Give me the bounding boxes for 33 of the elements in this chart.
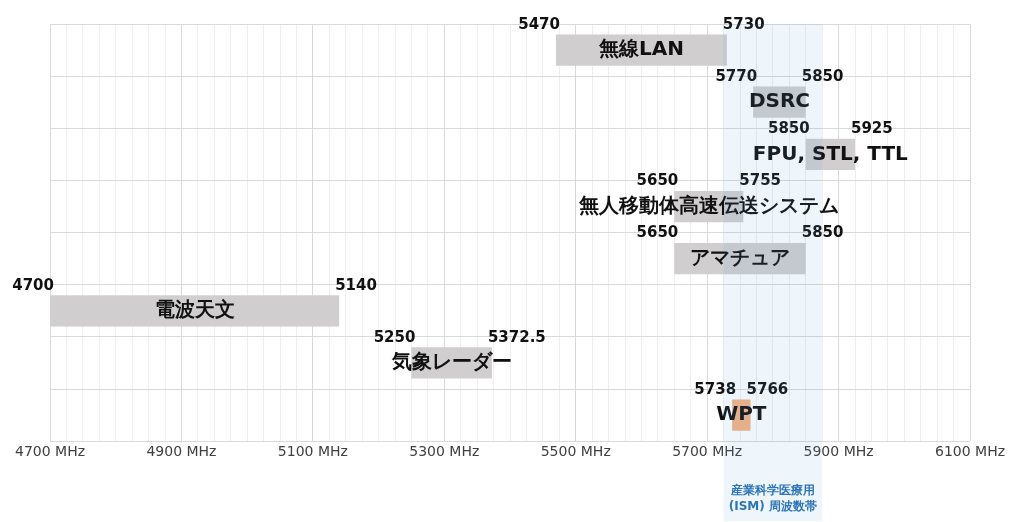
annotation: 5766 — [746, 379, 789, 398]
annotation: 5372.5 — [487, 327, 546, 346]
annotation: 5850 — [801, 223, 844, 242]
x-tick-label: 4900 MHz — [146, 443, 217, 460]
annotation: 5755 — [739, 171, 782, 190]
x-tick-label: 4700 MHz — [14, 443, 86, 460]
annotation: 5140 — [335, 275, 377, 294]
x-tick-label: 5300 MHz — [409, 443, 480, 460]
annotation: 5730 — [722, 14, 765, 33]
annotation: 5470 — [518, 14, 560, 33]
x-tick-label: 5500 MHz — [540, 443, 611, 460]
annotation: 5738 — [694, 379, 737, 398]
y-tick-label: 無線LAN — [597, 36, 684, 61]
band-label: 産業科学医療用 (ISM) 周波数帯 — [728, 483, 817, 514]
annotation: 5250 — [373, 327, 416, 346]
annotation: 5650 — [636, 223, 679, 242]
x-tick-label: 5900 MHz — [803, 443, 874, 460]
y-tick-label: 無人移動体高速伝送システム — [577, 192, 839, 217]
annotation: 5850 — [767, 119, 810, 138]
x-tick-label: 6100 MHz — [934, 443, 1006, 460]
annotation: 4700 — [12, 275, 54, 294]
y-tick-label: WPT — [716, 401, 767, 426]
y-tick-label: FPU, STL, TTL — [752, 140, 909, 165]
x-tick-label: 5100 MHz — [277, 443, 348, 460]
annotation: 5770 — [715, 66, 758, 85]
y-tick-label: アマチュア — [690, 244, 790, 269]
y-tick-label: 気象レーダー — [390, 349, 512, 374]
annotation: 5850 — [801, 66, 844, 85]
annotation: 5650 — [636, 171, 679, 190]
x-tick-label: 5700 MHz — [672, 443, 743, 460]
y-tick-label: 電波天文 — [154, 297, 235, 322]
annotation: 5925 — [851, 119, 893, 138]
y-tick-label: DSRC — [748, 88, 810, 113]
